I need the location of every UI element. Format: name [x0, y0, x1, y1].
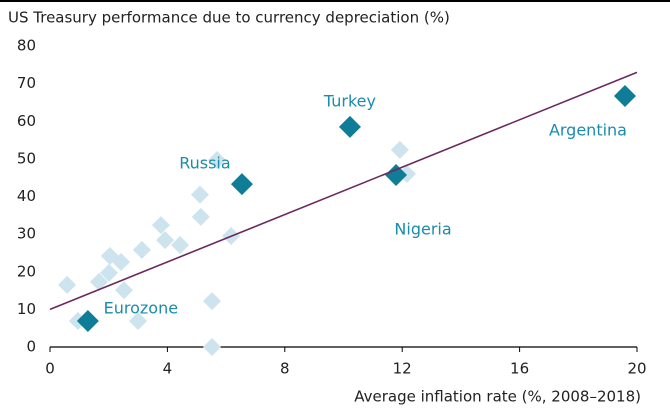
y-tick-label: 70	[17, 74, 36, 92]
point	[171, 236, 190, 255]
point	[338, 115, 361, 138]
x-tick-label: 20	[627, 360, 646, 378]
point	[132, 240, 151, 259]
y-tick-label: 50	[17, 149, 36, 167]
point	[151, 216, 170, 235]
trendline	[49, 71, 638, 311]
point	[203, 292, 222, 311]
point	[76, 310, 99, 333]
point	[100, 246, 119, 265]
point	[129, 312, 148, 331]
y-tick-label: 0	[26, 338, 36, 356]
point	[203, 338, 222, 356]
x-tick-label: 8	[280, 360, 290, 378]
point	[230, 173, 253, 196]
x-tick-label: 16	[510, 360, 529, 378]
point-label: Eurozone	[104, 299, 178, 318]
chart-title: US Treasury performance due to currency …	[8, 9, 450, 27]
x-tick-label: 4	[163, 360, 173, 378]
point-label: Nigeria	[394, 220, 451, 239]
point	[208, 151, 227, 170]
x-tick-label: 0	[45, 360, 55, 378]
y-tick-label: 40	[17, 187, 36, 205]
x-tick-label: 12	[393, 360, 412, 378]
point	[385, 164, 408, 187]
point	[390, 140, 409, 159]
y-tick-label: 10	[17, 300, 36, 318]
point-label: Russia	[179, 154, 230, 173]
point	[90, 272, 109, 291]
y-tick-label: 20	[17, 262, 36, 280]
point	[112, 252, 131, 271]
point-label: Argentina	[549, 121, 627, 140]
point	[190, 185, 209, 204]
point	[114, 281, 133, 300]
x-axis-label: Average inflation rate (%, 2008–2018)	[354, 388, 641, 406]
point-label: Turkey	[323, 91, 376, 110]
y-tick-label: 60	[17, 112, 36, 130]
point	[613, 85, 636, 108]
point	[191, 207, 210, 226]
point	[99, 263, 118, 282]
y-tick-label: 30	[17, 225, 36, 243]
point	[58, 275, 77, 294]
y-tick-label: 80	[17, 37, 36, 55]
point	[156, 231, 175, 250]
